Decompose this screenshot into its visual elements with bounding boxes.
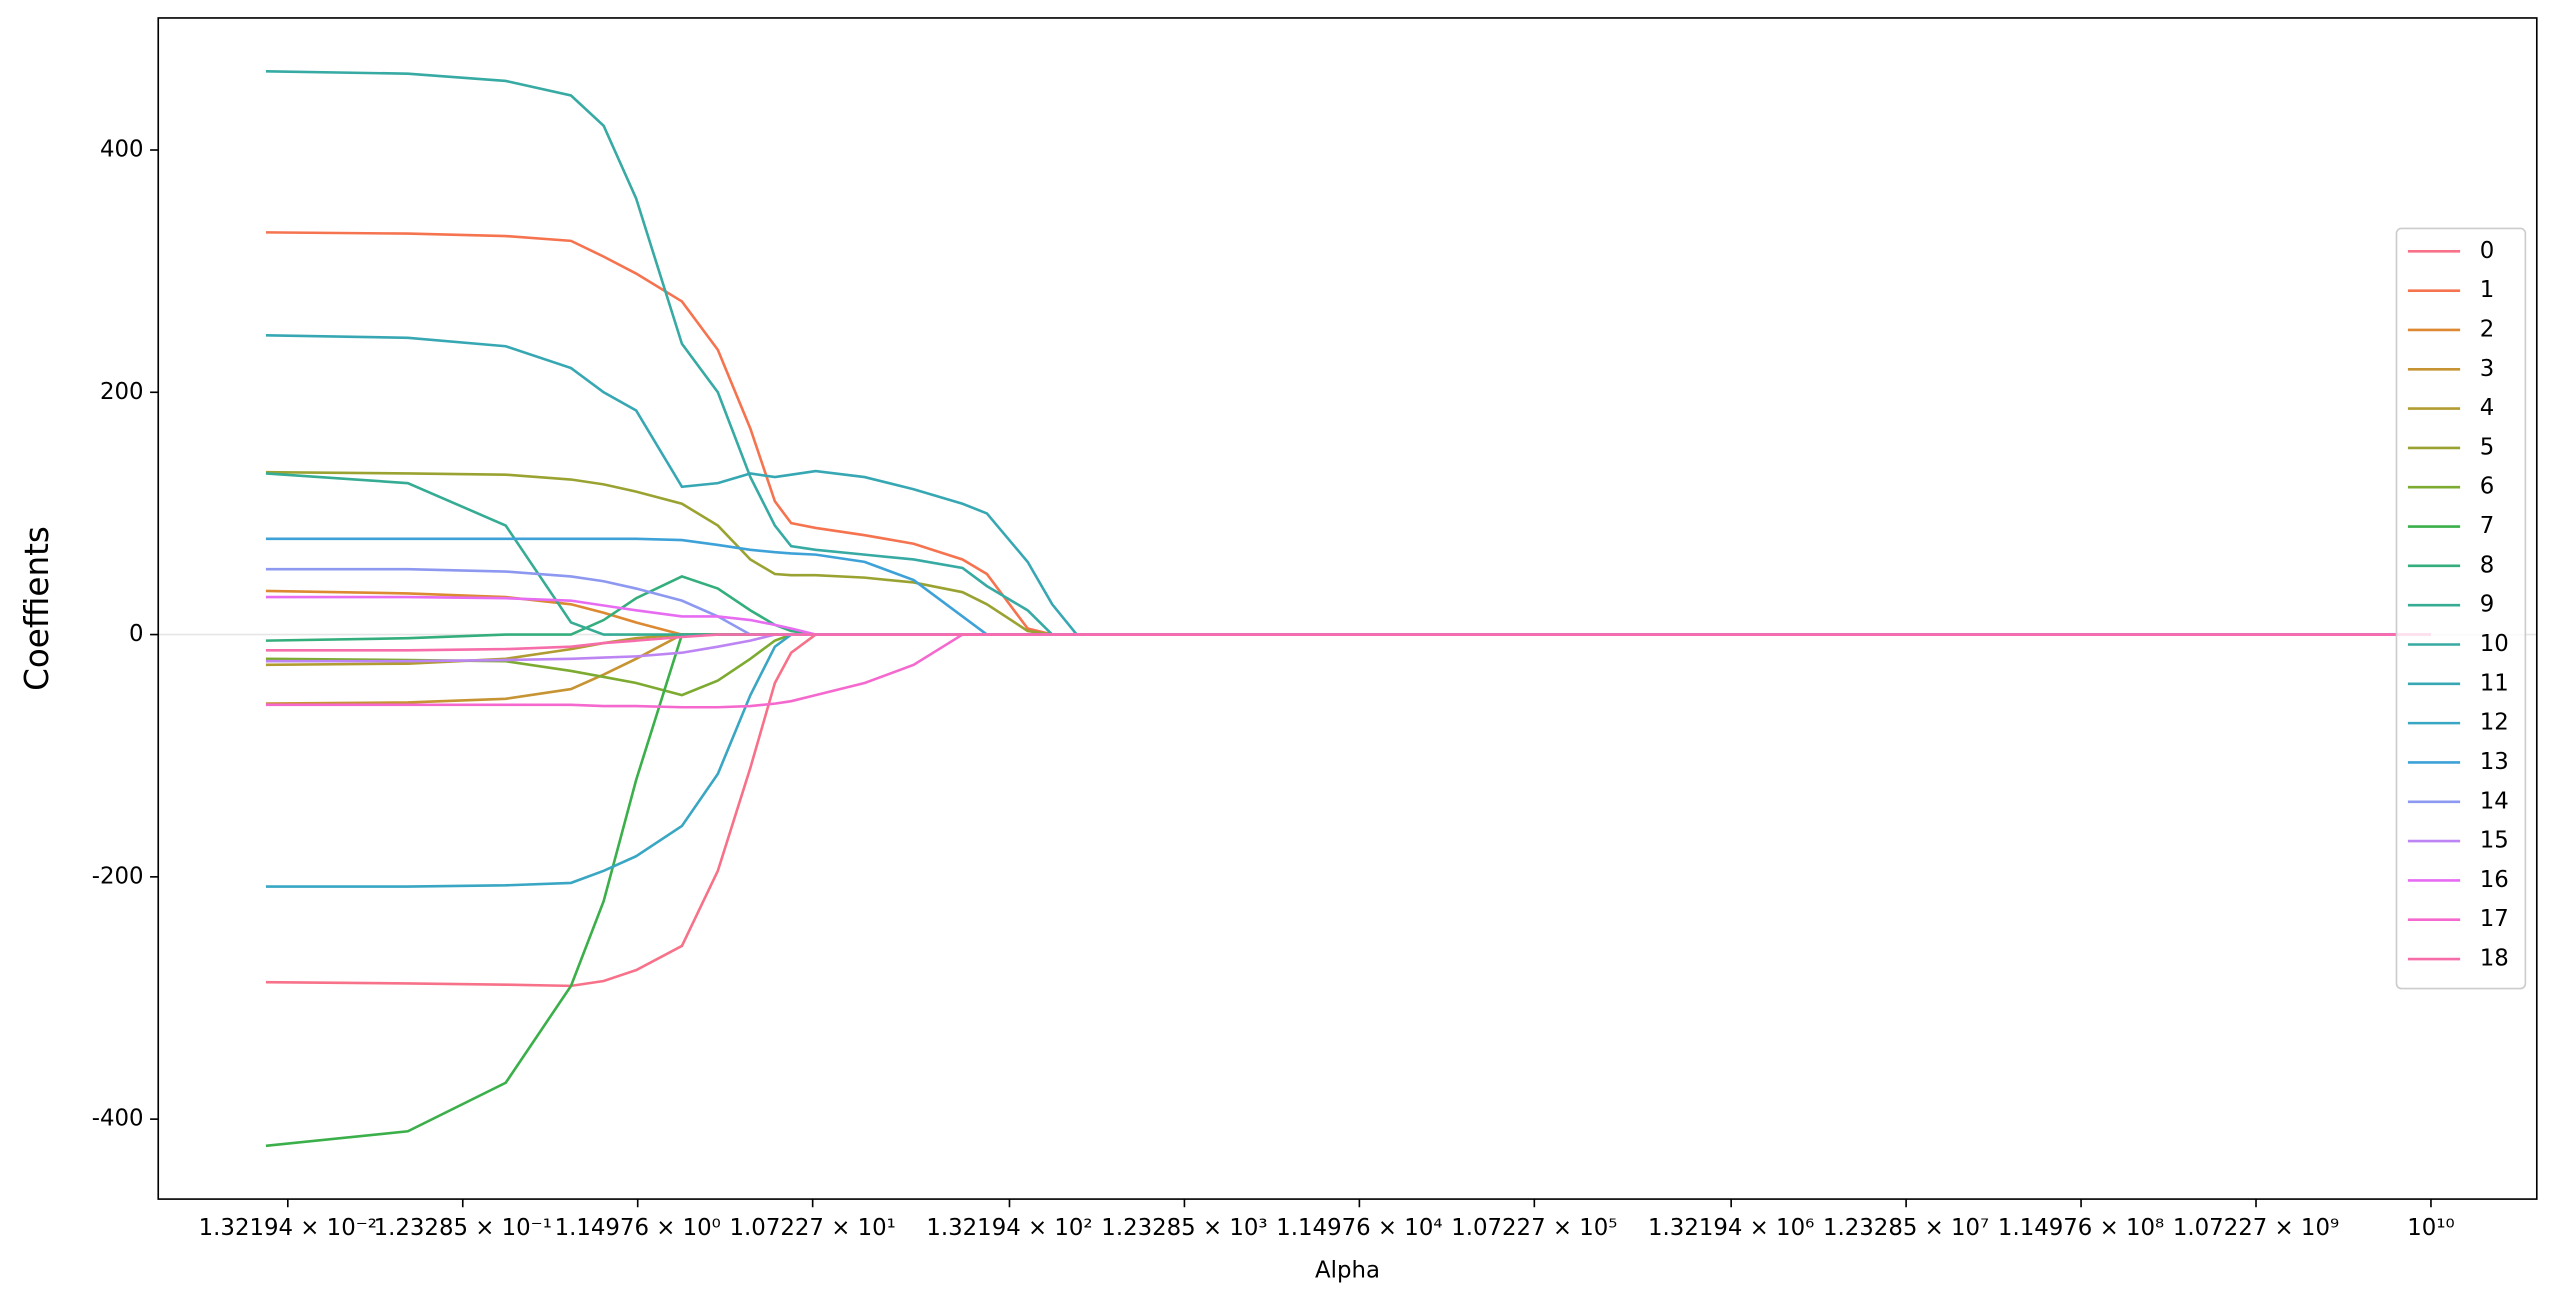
legend-label: 7 (2480, 513, 2495, 539)
y-tick-label: 200 (100, 379, 144, 405)
legend-label: 13 (2480, 749, 2509, 775)
series-line (265, 633, 2431, 667)
y-tick-label: -400 (92, 1106, 144, 1132)
legend-label: 10 (2480, 631, 2509, 657)
legend-label: 17 (2480, 906, 2509, 932)
legend-label: 6 (2480, 474, 2495, 500)
series-line (265, 633, 2431, 888)
series-line (265, 334, 2431, 636)
legend-label: 15 (2480, 828, 2509, 854)
legend-label: 4 (2480, 395, 2495, 421)
series-line (265, 633, 2431, 1148)
legend-label: 12 (2480, 710, 2509, 736)
y-axis-label: Coeffients (18, 526, 56, 691)
legend-label: 18 (2480, 946, 2509, 972)
x-tick-label: 10¹⁰ (2407, 1215, 2454, 1241)
x-axis-label: Alpha (1315, 1257, 1380, 1283)
legend-label: 14 (2480, 788, 2509, 814)
legend-box (2395, 227, 2527, 990)
x-tick-label: 1.32194 × 10⁶ (1648, 1215, 1814, 1241)
series-line (265, 231, 2431, 636)
x-tick-label: 1.23285 × 10³ (1101, 1215, 1267, 1241)
y-tick-label: 0 (129, 621, 144, 647)
x-tick-label: 1.23285 × 10⁻¹ (374, 1215, 552, 1241)
y-tick-label: 400 (100, 137, 144, 163)
legend-label: 9 (2480, 592, 2495, 618)
y-tick-label: -200 (92, 863, 144, 889)
x-tick-label: 1.32194 × 10² (926, 1215, 1092, 1241)
series-line (265, 633, 2431, 652)
plot-frame (157, 17, 2538, 1200)
x-tick-label: 1.07227 × 10⁹ (2173, 1215, 2339, 1241)
legend-label: 2 (2480, 316, 2495, 342)
series-line (265, 69, 2431, 636)
legend-label: 11 (2480, 670, 2509, 696)
x-tick-label: 1.32194 × 10⁻² (199, 1215, 377, 1241)
x-tick-label: 1.07227 × 10⁵ (1451, 1215, 1617, 1241)
series-line (265, 537, 2431, 636)
x-tick-label: 1.23285 × 10⁷ (1823, 1215, 1989, 1241)
legend-label: 1 (2480, 277, 2495, 303)
series-line (265, 589, 2431, 636)
x-tick-label: 1.14976 × 10⁸ (1998, 1215, 2164, 1241)
x-tick-label: 1.07227 × 10¹ (730, 1215, 896, 1241)
x-tick-label: 1.14976 × 10⁴ (1276, 1215, 1442, 1241)
legend-label: 8 (2480, 552, 2495, 578)
series-line (265, 633, 2431, 663)
x-tick-label: 1.14976 × 10⁰ (555, 1215, 721, 1241)
legend-label: 3 (2480, 356, 2495, 382)
legend-label: 0 (2480, 238, 2495, 264)
legend-label: 16 (2480, 867, 2509, 893)
legend-label: 5 (2480, 434, 2495, 460)
